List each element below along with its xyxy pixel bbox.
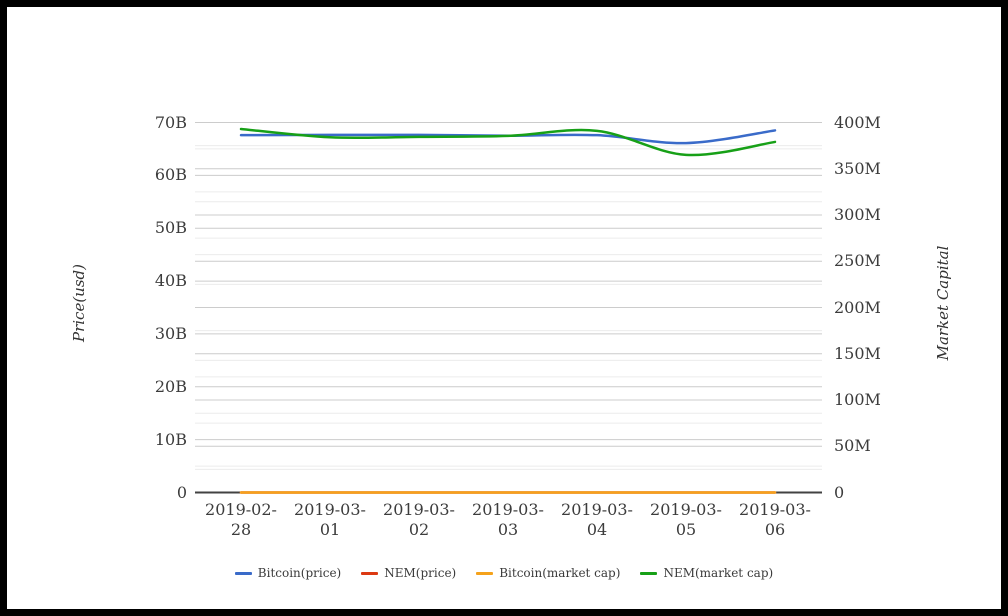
legend-label: NEM(price) [384,566,457,580]
right-axis-tick: 0 [834,482,845,502]
left-axis-tick: 60B [154,165,187,185]
x-axis-tick: 2019-03- 03 [472,500,544,539]
x-axis-tick: 2019-03- 06 [739,500,811,539]
legend-line-swatch-bitcoin-market-cap [476,571,494,575]
right-axis-tick: 200M [834,297,881,317]
legend-item-bitcoin-price[interactable]: Bitcoin(price) [234,566,342,580]
left-axis-title: Price(usd) [70,263,88,343]
left-axis-tick: 40B [154,271,187,291]
right-axis-tick: 100M [834,390,881,409]
right-axis-tick: 50M [834,436,871,456]
x-axis-tick: 2019-03- 05 [650,500,722,539]
left-axis-tick: 0 [176,482,187,502]
legend-item-nem-market-cap[interactable]: NEM(market cap) [640,566,773,580]
right-axis-tick: 300M [834,205,881,224]
legend-label: Bitcoin(price) [257,566,342,580]
x-axis-tick: 2019-03- 04 [561,500,633,539]
left-axis-tick: 70B [154,112,187,132]
legend-item-bitcoin-market-cap[interactable]: Bitcoin(market cap) [476,566,620,580]
right-axis-tick: 250M [834,251,881,271]
legend-line-swatch-bitcoin-price [234,571,252,575]
series-line-nem-market-cap [239,127,777,157]
left-axis-tick: 50B [154,218,187,238]
legend-line-swatch-nem-price [361,571,379,575]
x-axis-tick: 2019-03- 01 [294,500,366,539]
right-axis-title: Market Capital [934,245,952,361]
legend-label: NEM(market cap) [663,566,774,580]
x-axis-tick: 2019-03- 02 [383,500,455,539]
left-axis-tick: 10B [154,429,187,449]
x-axis-tick: 2019-02- 28 [205,500,277,539]
legend: Bitcoin(price) NEM(price) Bitcoin(market c… [0,566,1008,580]
legend-label: Bitcoin(market cap) [499,566,621,580]
right-axis-tick: 350M [834,158,881,178]
right-axis-tick: 400M [834,112,881,132]
left-axis-tick: 30B [154,323,187,343]
right-axis-tick: 150M [834,343,881,363]
left-axis-tick: 20B [154,376,187,396]
legend-item-nem-price[interactable]: NEM(price) [361,566,456,580]
legend-line-swatch-nem-market-cap [640,571,658,575]
